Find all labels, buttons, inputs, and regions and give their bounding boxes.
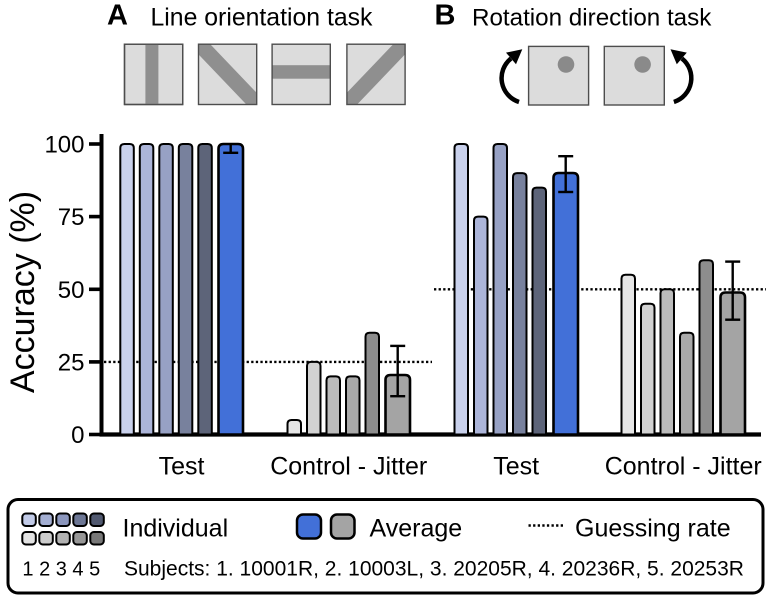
svg-text:Average: Average	[370, 515, 463, 543]
svg-text:100: 100	[44, 132, 84, 159]
svg-text:Individual: Individual	[123, 515, 229, 543]
svg-text:Control - Jitter: Control - Jitter	[605, 453, 762, 481]
svg-text:1 2 3 4 5: 1 2 3 4 5	[22, 559, 100, 581]
svg-text:A: A	[107, 0, 128, 32]
svg-text:B: B	[435, 0, 456, 32]
svg-text:Test: Test	[493, 453, 539, 481]
svg-text:Rotation direction task: Rotation direction task	[472, 5, 712, 32]
svg-text:Test: Test	[159, 453, 205, 481]
svg-text:Accuracy (%): Accuracy (%)	[4, 191, 42, 393]
svg-text:Guessing rate: Guessing rate	[575, 515, 731, 543]
svg-text:Line orientation task: Line orientation task	[151, 5, 374, 32]
svg-text:Control - Jitter: Control - Jitter	[270, 453, 427, 481]
svg-text:0: 0	[71, 422, 84, 449]
svg-text:Subjects: 1. 10001R, 2. 10003L: Subjects: 1. 10001R, 2. 10003L, 3. 20205…	[124, 558, 744, 581]
svg-text:50: 50	[58, 277, 85, 304]
svg-text:75: 75	[58, 204, 85, 231]
svg-text:25: 25	[58, 350, 85, 377]
